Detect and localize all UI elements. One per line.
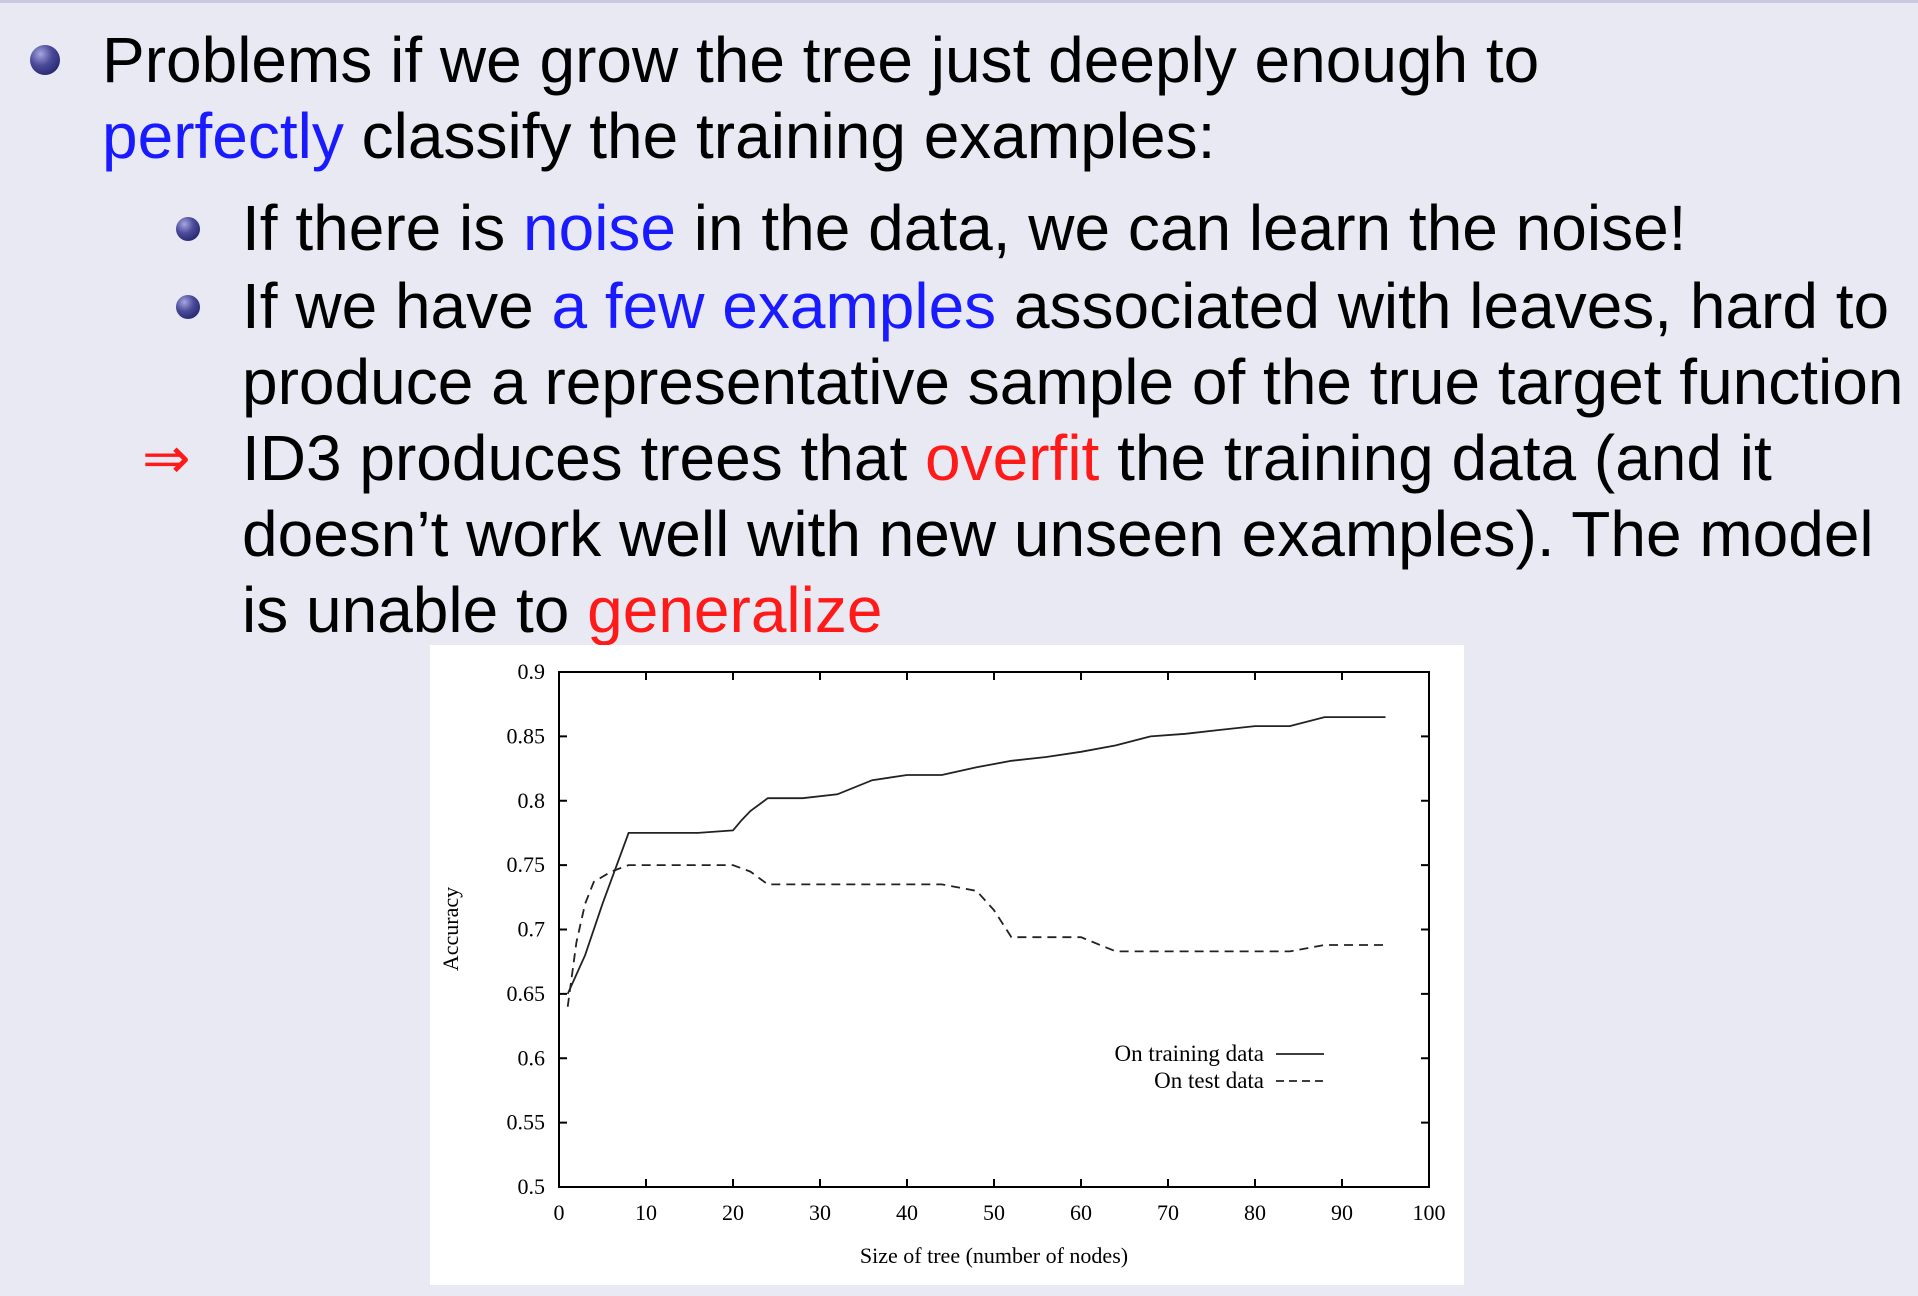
y-tick-label: 0.7 — [518, 917, 546, 942]
sub-bullet-noise-post: in the data, we can learn the noise! — [676, 192, 1687, 264]
y-tick-label: 0.55 — [507, 1110, 546, 1135]
sub-bullet-few-pre: If we have — [242, 270, 552, 342]
x-tick-label: 10 — [635, 1200, 657, 1225]
conclusion-line2-text: doesn’t work well with new unseen exampl… — [242, 498, 1874, 570]
series-layer — [566, 716, 1386, 1007]
sub-bullet-ball-icon — [176, 217, 200, 241]
y-tick-label: 0.8 — [518, 788, 546, 813]
highlight-overfit: overfit — [925, 422, 1100, 494]
highlight-noise: noise — [523, 192, 676, 264]
sub-bullet-few-post: associated with leaves, hard to — [996, 270, 1890, 342]
axis-ticks: 0 10 20 30 40 50 60 70 80 90 100 0.5 0.55 0.6 0.65 0.7 0… — [507, 659, 1446, 1225]
legend-label: On training data — [1115, 1041, 1264, 1066]
highlight-generalize: generalize — [587, 574, 883, 646]
sub-bullet-few-examples-line-1: If we have a few examples associated wit… — [242, 267, 1889, 345]
main-bullet-text: Problems if we grow the tree just deeply… — [102, 24, 1540, 96]
sub-bullet-noise: If there is noise in the data, we can le… — [242, 189, 1686, 267]
y-axis-label: Accuracy — [438, 887, 463, 971]
y-tick-label: 0.65 — [507, 981, 546, 1006]
main-bullet-line-1: Problems if we grow the tree just deeply… — [102, 21, 1539, 99]
highlight-perfectly: perfectly — [102, 100, 344, 172]
x-tick-label: 40 — [896, 1200, 918, 1225]
conclusion-line3-pre: is unable to — [242, 574, 588, 646]
x-tick-label: 50 — [983, 1200, 1005, 1225]
legend-label: On test data — [1154, 1068, 1264, 1093]
sub-bullet-ball-icon — [176, 295, 200, 319]
conclusion-post: the training data (and it — [1099, 422, 1772, 494]
x-tick-label: 90 — [1331, 1200, 1353, 1225]
x-tick-label: 70 — [1157, 1200, 1179, 1225]
y-tick-label: 0.85 — [507, 723, 546, 748]
sub-bullet-noise-pre: If there is — [242, 192, 523, 264]
conclusion-line-2: doesn’t work well with new unseen exampl… — [242, 495, 1874, 573]
x-tick-label: 100 — [1413, 1200, 1446, 1225]
highlight-few-examples: a few examples — [551, 270, 997, 342]
y-tick-label: 0.75 — [507, 852, 546, 877]
implies-arrow-icon: ⇒ — [142, 424, 191, 492]
conclusion-line-3: is unable to generalize — [242, 571, 882, 649]
series-test-line — [566, 864, 1386, 1007]
y-tick-label: 0.9 — [518, 659, 546, 684]
conclusion-line-1: ID3 produces trees that overfit the trai… — [242, 419, 1772, 497]
conclusion-pre: ID3 produces trees that — [242, 422, 926, 494]
x-tick-label: 0 — [554, 1200, 565, 1225]
accuracy-chart: 0 10 20 30 40 50 60 70 80 90 100 0.5 0.55 0.6 0.65 0.7 0… — [430, 645, 1464, 1285]
series-training-line — [566, 716, 1386, 995]
accuracy-chart-svg: 0 10 20 30 40 50 60 70 80 90 100 0.5 0.55 0.6 0.65 0.7 0… — [438, 659, 1446, 1268]
x-tick-label: 80 — [1244, 1200, 1266, 1225]
main-bullet-line-2: perfectly classify the training examples… — [102, 97, 1215, 175]
sub-bullet-few-line2: produce a representative sample of the t… — [242, 346, 1904, 418]
sub-bullet-few-examples-line-2: produce a representative sample of the t… — [242, 343, 1903, 421]
y-tick-label: 0.5 — [518, 1174, 546, 1199]
x-tick-label: 30 — [809, 1200, 831, 1225]
bullet-ball-icon — [30, 45, 60, 75]
x-tick-label: 60 — [1070, 1200, 1092, 1225]
plot-frame — [558, 671, 1430, 1188]
x-axis-label: Size of tree (number of nodes) — [860, 1243, 1128, 1268]
y-tick-label: 0.6 — [518, 1045, 546, 1070]
slide-top-border — [0, 0, 1918, 3]
x-tick-label: 20 — [722, 1200, 744, 1225]
main-bullet-text-rest: classify the training examples: — [343, 100, 1216, 172]
